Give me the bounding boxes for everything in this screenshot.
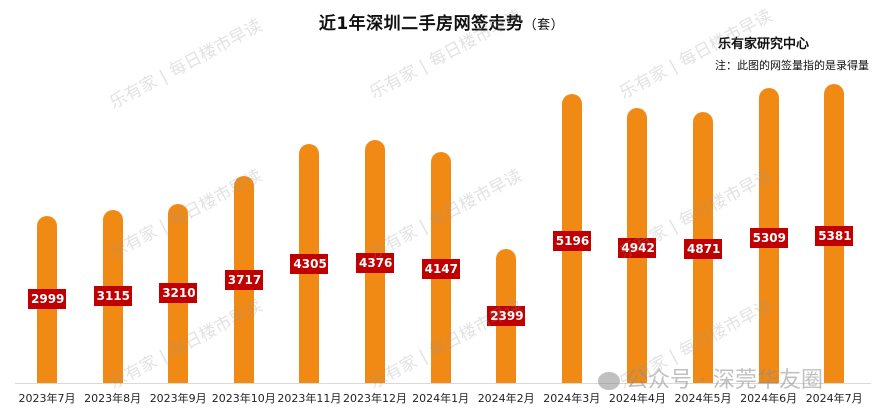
data-label: 5381 [815,226,854,246]
data-label: 5196 [552,230,591,251]
x-tick-label: 2023年7月 [18,392,76,405]
x-tick-label: 2024年3月 [543,392,601,405]
watermark: 乐有家 | 每日楼市早读 [616,6,776,104]
x-tick-label: 2024年2月 [477,392,535,405]
data-label: 4147 [421,258,460,279]
x-tick-label: 2024年6月 [740,392,798,405]
data-label: 4376 [356,252,394,273]
x-tick-label: 2023年10月 [211,392,276,405]
x-tick-label: 2023年8月 [84,392,142,405]
x-tick-label: 2023年11月 [277,392,342,405]
chart-unit: （套） [523,18,565,33]
chart-title-text: 近1年深圳二手房网签走势 [318,14,524,34]
source-label: 乐有家研究中心 [717,37,809,52]
data-label: 4942 [618,237,657,258]
x-tick-label: 2023年12月 [343,392,407,405]
chart-note: 注：此图的网签量指的是录得量 [715,59,869,72]
x-tick-label: 2023年9月 [149,392,207,405]
data-label: 2399 [487,306,526,326]
x-tick-label: 2024年5月 [674,392,732,405]
data-label: 5309 [749,227,788,248]
data-label: 2999 [28,289,66,309]
data-label: 4305 [290,254,329,275]
data-label: 3115 [93,285,132,306]
x-axis-line [15,383,871,384]
watermark: 乐有家 | 每日楼市早读 [366,6,526,104]
watermark: 乐有家 | 每日楼市早读 [106,16,266,114]
x-tick-label: 2024年1月 [412,392,470,405]
chart-title: 近1年深圳二手房网签走势（套） [0,9,883,34]
data-label: 3210 [159,283,198,304]
x-tick-label: 2024年4月 [608,392,666,405]
wechat-watermark: 公众号 · 深莞华友圈 [598,362,823,394]
x-tick-label: 2024年7月 [805,392,863,405]
wechat-icon [598,372,620,390]
data-label: 3717 [224,270,263,290]
data-label: 4871 [684,239,722,260]
